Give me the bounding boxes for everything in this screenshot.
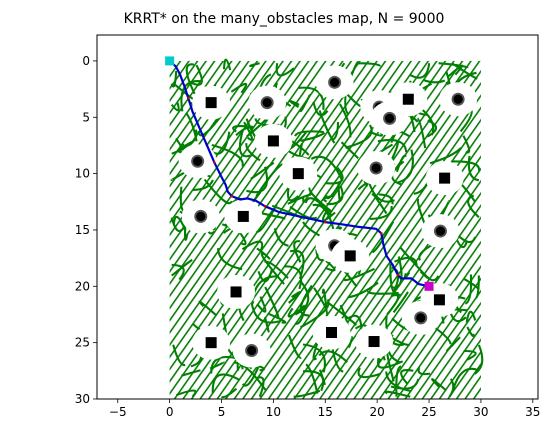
obstacle-circle [262, 98, 272, 108]
y-axis-ticks: 0 5 10 15 20 25 30 [75, 54, 97, 406]
x-tick-label: 20 [370, 405, 385, 419]
x-tick-label: 25 [421, 405, 436, 419]
y-tick-label: 15 [75, 223, 90, 237]
path-layer [168, 60, 430, 288]
obstacle-square [326, 327, 338, 339]
goal-marker [424, 281, 434, 291]
path-waypoint [396, 273, 400, 277]
obstacle-circle [330, 77, 340, 87]
axes-frame [96, 34, 539, 400]
path-waypoint [187, 96, 190, 100]
path-waypoint [380, 232, 383, 235]
x-tick-label: 0 [166, 405, 174, 419]
obstacle-square [230, 286, 242, 298]
x-tick-label: 15 [318, 405, 333, 419]
y-tick-label: 5 [82, 110, 90, 124]
plot-area [165, 56, 484, 399]
y-tick-label: 25 [75, 336, 90, 350]
start-marker [165, 56, 175, 66]
obstacle-square [237, 210, 249, 222]
obstacle-square [267, 135, 279, 147]
path-waypoint [323, 220, 327, 224]
x-tick-label: −5 [109, 405, 127, 419]
marker-layer [165, 56, 434, 291]
obstacle-circle [247, 345, 257, 356]
obstacle-square [344, 250, 356, 262]
obstacle-square [205, 97, 217, 109]
y-tick-label: 30 [75, 392, 90, 406]
x-tick-label: 10 [266, 405, 281, 419]
x-tick-label: 5 [218, 405, 226, 419]
obstacle-square [368, 336, 380, 348]
obstacle-circle [371, 163, 381, 173]
y-tick-label: 20 [75, 279, 90, 293]
path-waypoint [212, 161, 216, 164]
obstacle-square [439, 172, 451, 184]
x-tick-label: 30 [473, 405, 488, 419]
y-tick-label: 10 [75, 167, 90, 181]
obstacle-circle [196, 211, 206, 222]
obstacle-circle [193, 156, 203, 166]
obstacle-circle [435, 226, 446, 236]
obstacle-circle [385, 113, 395, 123]
obstacle-square [433, 294, 445, 306]
obstacle-circle [416, 313, 426, 323]
obstacle-circle [453, 94, 463, 104]
obstacle-square [205, 337, 217, 349]
obstacle-square [402, 93, 414, 105]
x-tick-label: 35 [525, 405, 540, 419]
path-waypoint [230, 194, 234, 198]
y-tick-label: 0 [82, 54, 90, 68]
obstacle-square [292, 168, 304, 180]
chart-title: KRRT* on the many_obstacles map, N = 900… [124, 11, 445, 27]
path-waypoint [263, 204, 267, 208]
x-axis-ticks: −5 0 5 10 15 20 25 30 35 [109, 399, 540, 419]
obstacle-layer [178, 65, 478, 368]
